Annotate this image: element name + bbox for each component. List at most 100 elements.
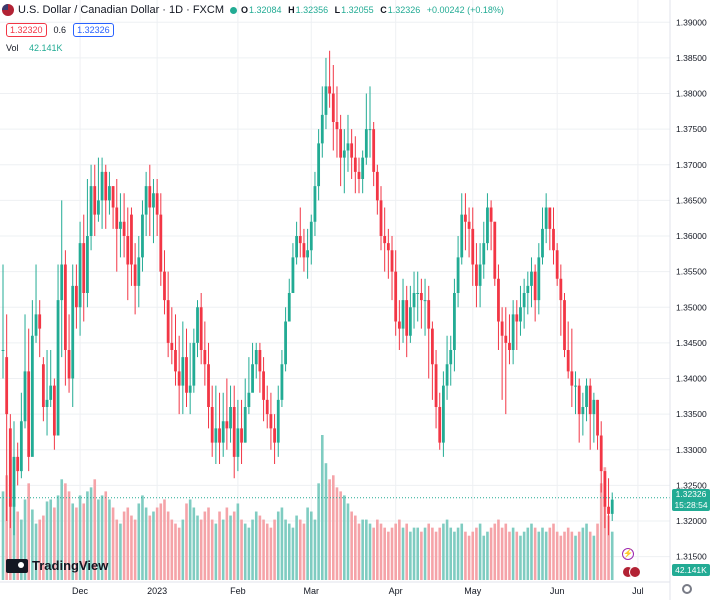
price-tick-label: 1.33500 [676, 409, 707, 419]
candle-body [126, 236, 130, 265]
volume-legend-label[interactable]: Vol [6, 43, 19, 53]
us-flag-event-icon[interactable] [629, 566, 641, 578]
candle-body [258, 350, 262, 372]
chart-grid [0, 0, 670, 578]
market-open-dot-icon [230, 6, 238, 14]
volume-bar [1, 491, 5, 580]
buy-button[interactable]: 1.32326 [73, 23, 114, 37]
volume-bar [438, 527, 442, 580]
volume-bar [16, 511, 19, 580]
candle-body [229, 407, 232, 429]
candle-body [16, 456, 20, 472]
volume-bar [365, 519, 368, 580]
price-axis[interactable]: 1.39000 1.38500 1.38000 1.37500 1.37000 1.365… [669, 0, 707, 600]
volume-bar [93, 479, 97, 580]
candle-body [174, 350, 177, 372]
candle-body [273, 428, 276, 443]
candle-body [500, 321, 504, 336]
volume-bar [251, 519, 254, 580]
volume-bar [581, 527, 585, 580]
candle-body [236, 428, 240, 457]
candle-body [8, 428, 12, 507]
candle-body [181, 357, 185, 386]
candle-body [254, 350, 258, 365]
volume-bar [427, 523, 431, 580]
candle-body [298, 236, 302, 244]
volume-bar [20, 519, 23, 580]
candle-body [320, 114, 324, 144]
candle-body [82, 243, 86, 293]
volume-bar [5, 475, 8, 580]
candle-body [188, 385, 192, 393]
candle-body [86, 236, 89, 293]
price-tick-label: 1.32000 [676, 516, 707, 526]
candle-body [287, 293, 291, 322]
candle-body [555, 250, 559, 279]
volume-legend-value: 42.141K [29, 43, 63, 53]
volume-bar [108, 499, 111, 580]
volume-bar [100, 495, 104, 580]
volume-bar [486, 531, 489, 580]
candle-body [581, 407, 585, 415]
price-tick-label: 1.36000 [676, 231, 707, 241]
tradingview-logo[interactable]: TradingView [6, 558, 108, 573]
volume-bar [423, 527, 427, 580]
candle-body [511, 314, 515, 350]
candle-body [155, 193, 159, 215]
volume-bar [265, 523, 269, 580]
volume-bar [434, 531, 438, 580]
spread-value: 0.6 [53, 25, 67, 35]
volume-bar [320, 435, 324, 580]
price-tick-label: 1.35500 [676, 267, 707, 277]
candle-body [265, 399, 269, 415]
volume-bar [144, 507, 148, 580]
candle-body [438, 407, 442, 443]
candle-body [133, 264, 137, 286]
volume-bar [541, 527, 544, 580]
volume-bar [34, 523, 38, 580]
us-flag-icon [2, 4, 14, 16]
volume-bar [188, 499, 192, 580]
candle-body [207, 364, 210, 407]
candle-body [515, 314, 519, 322]
candle-body [276, 399, 280, 443]
candle-body [210, 407, 214, 443]
volume-bar [269, 527, 273, 580]
candle-body [306, 250, 310, 258]
candle-body [445, 364, 449, 386]
candle-body [449, 350, 453, 365]
ohlc-values: O1.32084 H1.32356 L1.32055 C1.32326 +0.0… [241, 5, 508, 15]
volume-bar [412, 527, 416, 580]
volume-bar [515, 531, 519, 580]
time-tick-label: Jul [632, 586, 644, 596]
candle-body [148, 186, 152, 208]
candle-body [163, 271, 166, 301]
candle-body [585, 385, 588, 407]
sell-button[interactable]: 1.32320 [6, 23, 47, 37]
volume-bar [324, 463, 328, 580]
candle-body [60, 264, 64, 301]
candle-body [225, 421, 229, 429]
candle-body [607, 506, 610, 514]
volume-bar [357, 523, 361, 580]
volume-bar [284, 519, 287, 580]
price-tick-label: 1.31500 [676, 552, 707, 562]
volume-bar [71, 503, 75, 580]
candle-body [185, 357, 188, 393]
candle-body [541, 228, 544, 258]
volume-bar [332, 475, 335, 580]
candle-body [170, 342, 174, 350]
settings-gear-icon[interactable] [682, 584, 692, 594]
event-lightning-icon[interactable]: ⚡ [622, 548, 634, 560]
volume-bar [489, 527, 493, 580]
volume-bar [276, 511, 280, 580]
time-axis[interactable]: Dec 2023 Feb Mar Apr May Jun Jul [0, 581, 670, 596]
candle-body [423, 300, 427, 302]
symbol-title[interactable]: U.S. Dollar / Canadian Dollar · 1D · FXC… [18, 4, 225, 16]
candle-body [394, 271, 398, 322]
low-value: 1.32055 [341, 5, 374, 15]
tradingview-logo-icon [6, 558, 28, 573]
time-tick-label: 2023 [147, 586, 167, 596]
candle-body [478, 264, 482, 286]
